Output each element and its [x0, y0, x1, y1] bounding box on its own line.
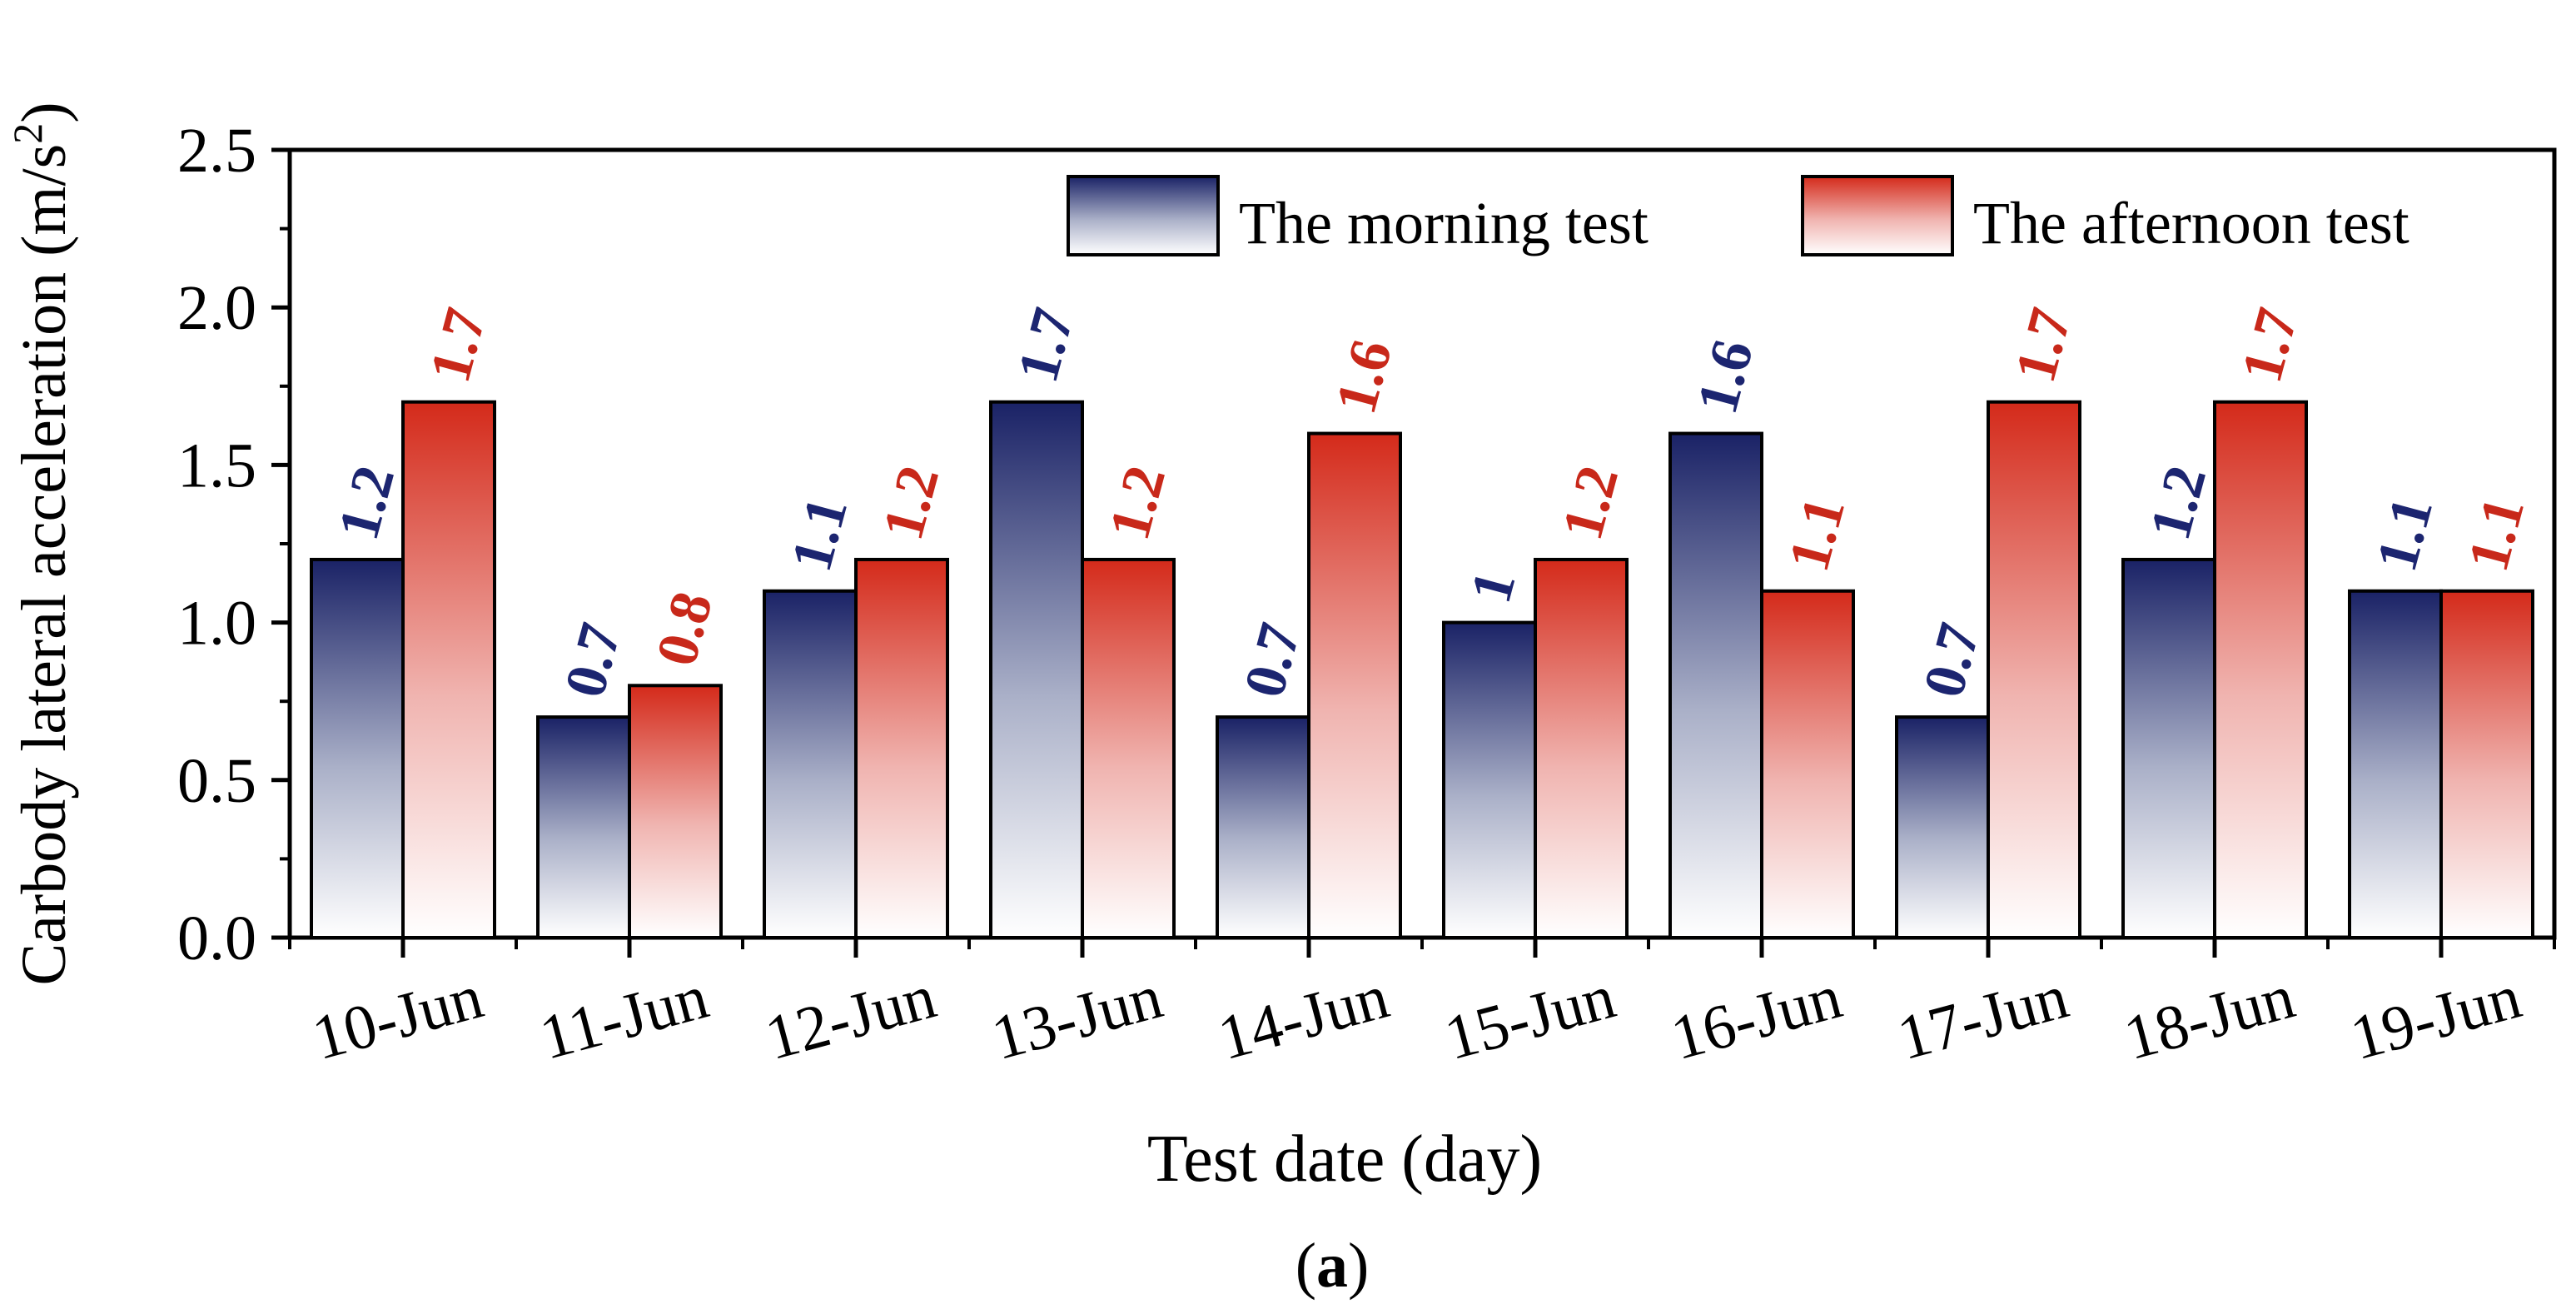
data-label-afternoon: 1.2 [1097, 460, 1178, 546]
legend: The morning test The afternoon test [1067, 175, 2409, 256]
y-tick-label: 0.5 [177, 746, 256, 816]
x-tick-label: 17-Jun [1891, 962, 2076, 1074]
bar-morning [1216, 715, 1310, 939]
y-tick-label: 2.5 [177, 116, 256, 186]
bar-afternoon [2213, 400, 2308, 940]
bar-morning [763, 589, 858, 939]
x-tick-label: 10-Jun [306, 962, 490, 1074]
y-axis-label-main: Carbody lateral acceleration (m/s [9, 144, 79, 986]
legend-label-afternoon: The afternoon test [1973, 190, 2409, 256]
x-tick-label: 18-Jun [2117, 962, 2302, 1074]
data-label-afternoon: 0.8 [644, 585, 725, 672]
bars [310, 400, 2534, 940]
data-label-morning: 0.7 [1912, 617, 1992, 704]
y-tick-label: 2.0 [177, 273, 256, 343]
x-axis-ticks: 10-Jun 11-Jun 12-Jun 13-Jun 14-Jun 15-Jun 16-J… [288, 938, 2556, 1074]
x-tick-label: 11-Jun [533, 962, 715, 1073]
bar-afternoon [628, 684, 723, 940]
data-label-afternoon: 1.7 [2003, 301, 2084, 388]
legend-swatch-morning [1067, 175, 1220, 256]
bar-morning [536, 715, 631, 939]
x-tick-label: 16-Jun [1664, 962, 1849, 1074]
x-tick-label: 14-Jun [1211, 962, 1396, 1074]
y-axis-ticks: 0.0 0.5 1.0 1.5 2.0 2.5 [177, 116, 290, 973]
data-label-afternoon: 1.2 [1550, 460, 1631, 546]
bar-morning [989, 400, 1084, 940]
bar-morning [1668, 431, 1763, 939]
x-tick-label: 13-Jun [985, 962, 1170, 1074]
bar-afternoon [1307, 431, 1402, 939]
data-label-morning: 1.6 [1685, 333, 1766, 420]
data-label-afternoon: 1.2 [871, 460, 952, 546]
caption-close: ) [1348, 1231, 1369, 1301]
y-tick-label: 0.0 [177, 903, 256, 973]
bar-afternoon [1760, 589, 1855, 939]
y-tick-label: 1.0 [177, 589, 256, 659]
bar-morning [1895, 715, 1990, 939]
data-label-morning: 1.1 [2365, 490, 2445, 577]
bar-afternoon [1081, 557, 1176, 939]
bar-afternoon [1534, 557, 1629, 939]
x-tick-label: 12-Jun [758, 962, 943, 1074]
bar-morning [2348, 589, 2443, 939]
caption-letter: a [1316, 1231, 1348, 1301]
bar-morning [2121, 557, 2216, 939]
data-label-morning: 1.1 [779, 490, 860, 577]
caption-open: ( [1295, 1231, 1316, 1301]
y-axis-label-superscript: 2 [4, 123, 51, 144]
x-tick-label: 15-Jun [1438, 962, 1623, 1074]
data-label-morning: 1.2 [326, 460, 407, 546]
legend-label-morning: The morning test [1239, 190, 1649, 256]
x-tick-label: 19-Jun [2344, 962, 2529, 1074]
legend-swatch-afternoon [1801, 175, 1954, 256]
y-tick-label: 1.5 [177, 431, 256, 500]
bar-afternoon [401, 400, 496, 940]
y-axis-label-close: ) [9, 102, 79, 122]
data-label-afternoon: 1.7 [418, 301, 499, 388]
data-label-morning: 1.2 [2138, 460, 2219, 546]
data-label-afternoon: 1.1 [1777, 490, 1857, 577]
data-label-afternoon: 1.1 [2456, 490, 2537, 577]
bar-afternoon [854, 557, 949, 939]
bar-afternoon [2439, 589, 2534, 939]
bar-morning [1442, 620, 1537, 939]
data-label-afternoon: 1.6 [1324, 333, 1405, 420]
x-axis-label: Test date (day) [1147, 1122, 1542, 1196]
y-axis-label: Carbody lateral acceleration (m/s2) [4, 102, 79, 985]
bar-morning [310, 557, 405, 939]
data-label-morning: 0.7 [553, 617, 634, 704]
data-label-morning: 1.7 [1006, 301, 1087, 388]
figure-caption: (a) [1295, 1231, 1370, 1301]
data-label-afternoon: 1.7 [2230, 301, 2310, 388]
data-label-morning: 0.7 [1232, 617, 1313, 704]
data-label-morning: 1 [1459, 565, 1528, 610]
bar-afternoon [1987, 400, 2081, 940]
